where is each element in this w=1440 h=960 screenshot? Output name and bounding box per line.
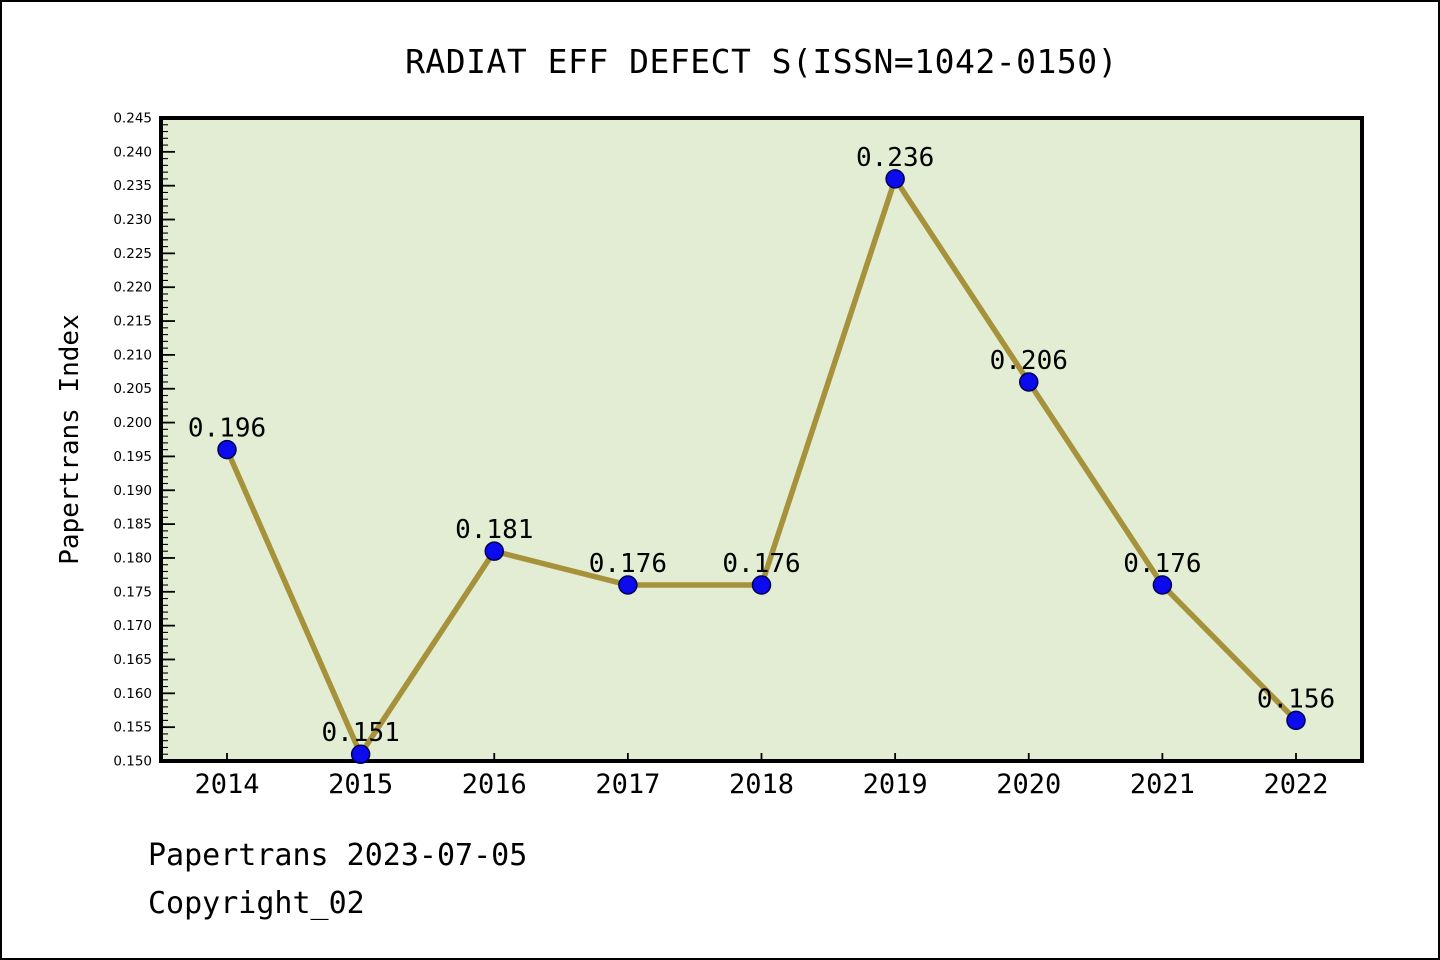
x-axis-tick-label: 2016 [462, 769, 527, 800]
y-axis-tick-label: 0.240 [113, 144, 152, 160]
y-axis-tick-label: 0.150 [113, 754, 152, 770]
data-point [1286, 710, 1306, 731]
point-label: 0.176 [722, 549, 800, 579]
y-axis-tick-label: 0.200 [113, 415, 152, 431]
x-axis-tick-label: 2014 [194, 769, 259, 800]
data-point [350, 744, 371, 764]
chart-title: RADIAT EFF DEFECT S(ISSN=1042-0150) [405, 42, 1118, 81]
data-point [484, 541, 504, 561]
y-axis-tick-label: 0.235 [113, 178, 152, 194]
data-point [1019, 372, 1039, 392]
y-axis-tick-label: 0.165 [113, 652, 152, 668]
y-axis-tick-label: 0.175 [113, 584, 152, 600]
y-axis-tick-label: 0.185 [113, 517, 152, 533]
point-label: 0.176 [589, 549, 667, 579]
y-axis-tick-label: 0.225 [113, 246, 152, 262]
point-label: 0.206 [990, 346, 1068, 376]
point-label: 0.181 [455, 515, 533, 545]
data-point [217, 439, 237, 460]
point-label: 0.151 [321, 718, 399, 748]
data-point [751, 575, 772, 595]
footer-date: Papertrans 2023-07-05 [148, 838, 528, 873]
y-axis-tick-label: 0.170 [113, 618, 152, 634]
data-point [885, 169, 905, 189]
x-axis-tick-label: 2022 [1263, 769, 1328, 800]
x-axis-tick-label: 2015 [328, 769, 393, 800]
y-axis-tick-label: 0.155 [113, 720, 152, 736]
y-axis-title: Papertrans Index [55, 314, 85, 564]
plot-area [161, 118, 1362, 761]
y-axis-tick-label: 0.180 [113, 550, 152, 566]
y-axis-tick-label: 0.195 [113, 449, 152, 465]
point-label: 0.196 [188, 414, 266, 444]
data-point [1152, 575, 1173, 595]
y-axis-tick-label: 0.205 [113, 381, 152, 397]
y-axis-tick-label: 0.190 [113, 483, 152, 499]
point-label: 0.236 [856, 143, 934, 173]
y-axis-tick-label: 0.220 [113, 280, 152, 296]
y-axis-tick-label: 0.210 [113, 347, 152, 363]
point-label: 0.176 [1123, 549, 1201, 579]
plot-border [159, 116, 1364, 763]
x-axis-tick-label: 2020 [996, 769, 1061, 800]
y-axis-tick-label: 0.245 [113, 111, 152, 127]
footer-copyright: Copyright_02 [148, 886, 365, 921]
x-axis-tick-label: 2021 [1130, 769, 1195, 800]
y-axis-tick-label: 0.160 [113, 686, 152, 702]
point-label: 0.156 [1257, 684, 1335, 714]
x-axis-tick-label: 2017 [595, 769, 660, 800]
x-axis-tick-label: 2019 [863, 769, 928, 800]
x-axis-tick-label: 2018 [729, 769, 794, 800]
y-axis-tick-label: 0.230 [113, 212, 152, 228]
data-point [618, 575, 638, 595]
y-axis-tick-label: 0.215 [113, 314, 152, 330]
